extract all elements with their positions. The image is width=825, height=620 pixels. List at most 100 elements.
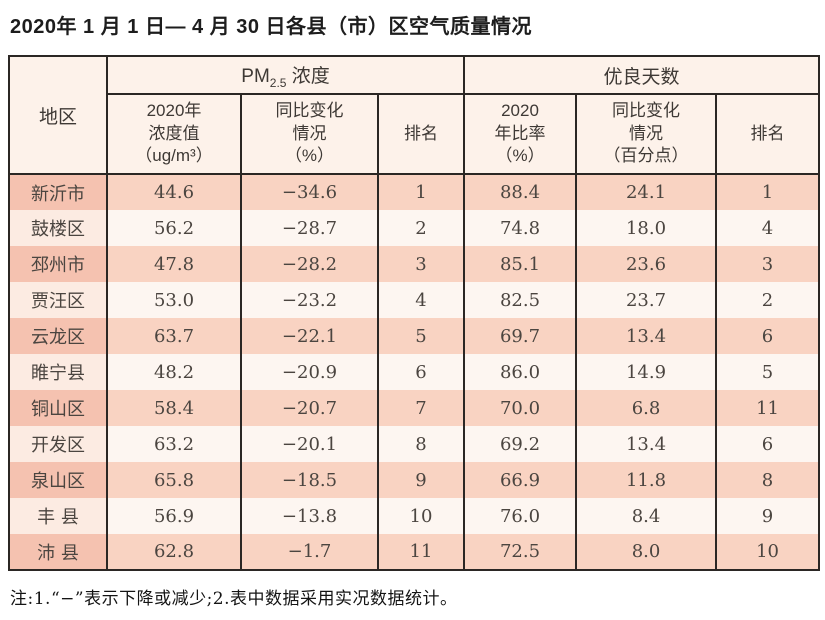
good-rate-cell: 72.5 (463, 534, 578, 570)
pm-rank-cell: 1 (376, 174, 466, 210)
pm-change-cell: −23.2 (240, 282, 379, 318)
footnote: 注:1.“−”表示下降或减少;2.表中数据采用实况数据统计。 (10, 589, 458, 609)
header-good-rank: 排名 (715, 94, 821, 175)
table-row: 铜山区 58.4 −20.7 7 70.0 6.8 11 (8, 390, 821, 426)
pm-rank-cell: 9 (376, 462, 466, 498)
pm25-label-prefix: PM (241, 65, 270, 87)
header-pm-value: 2020年 浓度值 （ug/m³） (106, 94, 242, 175)
header-good-change: 同比变化 情况 （百分点） (575, 94, 718, 175)
pm-value-cell: 53.0 (106, 282, 242, 318)
pm-change-cell: −20.9 (240, 354, 379, 390)
region-cell: 丰 县 (8, 498, 108, 534)
region-cell: 泉山区 (8, 462, 108, 498)
pm-change-cell: −1.7 (240, 534, 379, 570)
good-rank-cell: 10 (715, 534, 821, 570)
good-rank-cell: 5 (715, 354, 821, 390)
good-rate-cell: 70.0 (463, 390, 578, 426)
pm-rank-cell: 8 (376, 426, 466, 462)
good-rank-cell: 3 (715, 246, 821, 282)
table-row: 邳州市 47.8 −28.2 3 85.1 23.6 3 (8, 246, 821, 282)
good-rate-cell: 85.1 (463, 246, 578, 282)
header-good-rate: 2020 年比率 （%） (463, 94, 578, 175)
region-cell: 新沂市 (8, 174, 108, 210)
header-pm25-group: PM2.5 浓度 (105, 56, 466, 95)
good-rate-cell: 88.4 (463, 174, 578, 210)
good-change-cell: 23.7 (575, 282, 718, 318)
header-sub-row: 2020年 浓度值 （ug/m³） 同比变化 情况 （%） 排名 2020 年比… (9, 94, 821, 175)
region-cell: 鼓楼区 (8, 210, 108, 246)
pm-value-cell: 56.2 (106, 210, 242, 246)
region-cell: 铜山区 (8, 390, 108, 426)
table-row: 睢宁县 48.2 −20.9 6 86.0 14.9 5 (8, 354, 821, 390)
pm-rank-cell: 10 (376, 498, 466, 534)
good-change-cell: 8.4 (575, 498, 718, 534)
pm-change-cell: −22.1 (240, 318, 379, 354)
table-row: 开发区 63.2 −20.1 8 69.2 13.4 6 (8, 426, 821, 462)
pm-value-cell: 56.9 (106, 498, 242, 534)
header-group-row: 地区 PM2.5 浓度 优良天数 (8, 56, 821, 175)
pm-rank-cell: 4 (376, 282, 466, 318)
region-cell: 沛 县 (8, 534, 108, 570)
table-header: 地区 PM2.5 浓度 优良天数 2020年 浓度值 （ug/m³） 同比变化 … (8, 56, 821, 175)
table-row: 丰 县 56.9 −13.8 10 76.0 8.4 9 (8, 498, 821, 534)
pm-change-cell: −13.8 (240, 498, 379, 534)
good-rank-cell: 6 (715, 318, 821, 354)
good-rate-cell: 82.5 (463, 282, 578, 318)
good-rank-cell: 6 (715, 426, 821, 462)
pm-rank-cell: 3 (376, 246, 466, 282)
pm25-label-subscript: 2.5 (269, 75, 287, 90)
good-rank-cell: 9 (715, 498, 821, 534)
good-change-cell: 13.4 (575, 318, 718, 354)
region-cell: 云龙区 (8, 318, 108, 354)
header-region: 地区 (8, 56, 108, 175)
region-cell: 睢宁县 (8, 354, 108, 390)
header-pm-rank: 排名 (376, 94, 466, 175)
pm-value-cell: 47.8 (106, 246, 242, 282)
pm-rank-cell: 6 (376, 354, 466, 390)
pm-change-cell: −34.6 (240, 174, 379, 210)
region-cell: 邳州市 (8, 246, 108, 282)
pm-value-cell: 44.6 (106, 174, 242, 210)
good-change-cell: 23.6 (575, 246, 718, 282)
good-rate-cell: 86.0 (463, 354, 578, 390)
table-row: 云龙区 63.7 −22.1 5 69.7 13.4 6 (8, 318, 821, 354)
good-rank-cell: 11 (715, 390, 821, 426)
good-rank-cell: 1 (715, 174, 821, 210)
good-rate-cell: 74.8 (463, 210, 578, 246)
good-change-cell: 18.0 (575, 210, 718, 246)
air-quality-table: 地区 PM2.5 浓度 优良天数 2020年 浓度值 （ug/m³） 同比变化 … (8, 55, 821, 571)
header-pm-change: 同比变化 情况 （%） (240, 94, 379, 175)
header-good-days-group: 优良天数 (463, 56, 821, 95)
good-rank-cell: 8 (715, 462, 821, 498)
table-row: 鼓楼区 56.2 −28.7 2 74.8 18.0 4 (8, 210, 821, 246)
page-title: 2020年 1 月 1 日— 4 月 30 日各县（市）区空气质量情况 (10, 16, 533, 38)
good-rank-cell: 2 (715, 282, 821, 318)
table-row: 新沂市 44.6 −34.6 1 88.4 24.1 1 (8, 174, 821, 210)
pm-change-cell: −18.5 (240, 462, 379, 498)
good-rate-cell: 69.2 (463, 426, 578, 462)
table-body: 新沂市 44.6 −34.6 1 88.4 24.1 1 鼓楼区 56.2 −28.7 2 74.8 1… (8, 174, 821, 570)
pm-change-cell: −28.2 (240, 246, 379, 282)
pm-value-cell: 63.2 (106, 426, 242, 462)
table-row: 贾汪区 53.0 −23.2 4 82.5 23.7 2 (8, 282, 821, 318)
region-cell: 贾汪区 (8, 282, 108, 318)
good-change-cell: 11.8 (575, 462, 718, 498)
good-change-cell: 24.1 (575, 174, 718, 210)
pm-value-cell: 63.7 (106, 318, 242, 354)
pm-rank-cell: 7 (376, 390, 466, 426)
pm-rank-cell: 5 (376, 318, 466, 354)
pm-value-cell: 62.8 (106, 534, 242, 570)
good-rank-cell: 4 (715, 210, 821, 246)
good-change-cell: 14.9 (575, 354, 718, 390)
table-row: 泉山区 65.8 −18.5 9 66.9 11.8 8 (8, 462, 821, 498)
good-rate-cell: 66.9 (463, 462, 578, 498)
table-row: 沛 县 62.8 −1.7 11 72.5 8.0 10 (8, 534, 821, 570)
good-change-cell: 6.8 (575, 390, 718, 426)
pm-value-cell: 58.4 (106, 390, 242, 426)
good-change-cell: 13.4 (575, 426, 718, 462)
pm-value-cell: 65.8 (106, 462, 242, 498)
pm-rank-cell: 11 (376, 534, 466, 570)
good-rate-cell: 69.7 (463, 318, 578, 354)
pm-rank-cell: 2 (376, 210, 466, 246)
